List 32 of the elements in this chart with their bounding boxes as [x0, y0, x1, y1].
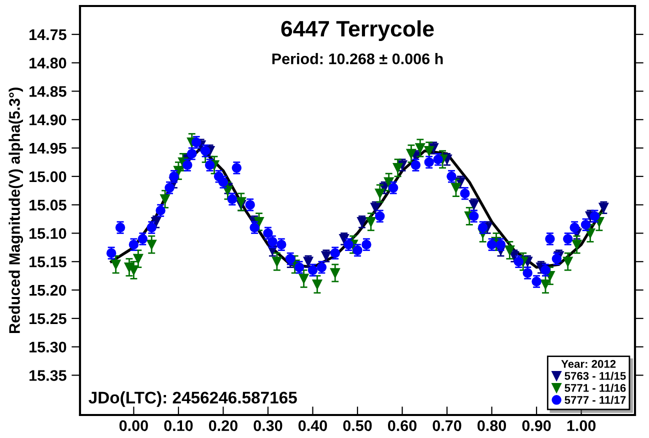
y-axis-title: Reduced Magnitude(V) alpha(5.3°) [8, 88, 24, 334]
y-tick-label: 14.75 [30, 29, 66, 40]
text: 6447 Terrycole [281, 20, 434, 42]
y-tick-label: 15.00 [30, 171, 66, 182]
x-tick-label: 0.90 [522, 420, 551, 432]
legend-title: Year: 2012 [561, 360, 616, 368]
x-tick-label: 0.60 [388, 420, 416, 432]
x-tick-label: 0.70 [432, 420, 462, 432]
y-tick-label: 14.95 [30, 142, 66, 154]
y-tick-label: 15.05 [30, 200, 66, 211]
x-tick-label: 0.20 [208, 420, 238, 432]
text: Period: 10.268 ± 0.006 h [272, 53, 443, 64]
legend-label: 5771 - 11/16 [564, 384, 626, 392]
x-tick-label: 0.30 [254, 420, 282, 432]
y-tick-label: 15.15 [30, 256, 66, 268]
x-tick-label: 1.00 [567, 420, 596, 432]
y-tick-label: 15.10 [30, 228, 66, 239]
y-tick-label: 15.35 [30, 370, 66, 381]
legend-label: 5777 - 11/17 [564, 396, 626, 404]
y-tick-label: 14.90 [30, 114, 66, 126]
x-tick-label: 0.80 [478, 420, 506, 432]
legend-label: 5763 - 11/15 [564, 372, 626, 380]
y-tick-label: 14.85 [30, 86, 66, 97]
x-tick-label: 0.50 [343, 420, 372, 432]
x-tick-label: 0.00 [119, 420, 148, 432]
x-tick-label: 0.10 [164, 420, 193, 432]
x-tick-label: 0.40 [298, 420, 327, 432]
y-tick-label: 15.25 [30, 313, 66, 324]
y-tick-label: 15.30 [30, 342, 66, 353]
annotation: JDo(LTC): 2456246.587165 [88, 391, 297, 407]
y-tick-label: 15.20 [30, 284, 66, 296]
y-tick-label: 14.80 [30, 58, 66, 68]
